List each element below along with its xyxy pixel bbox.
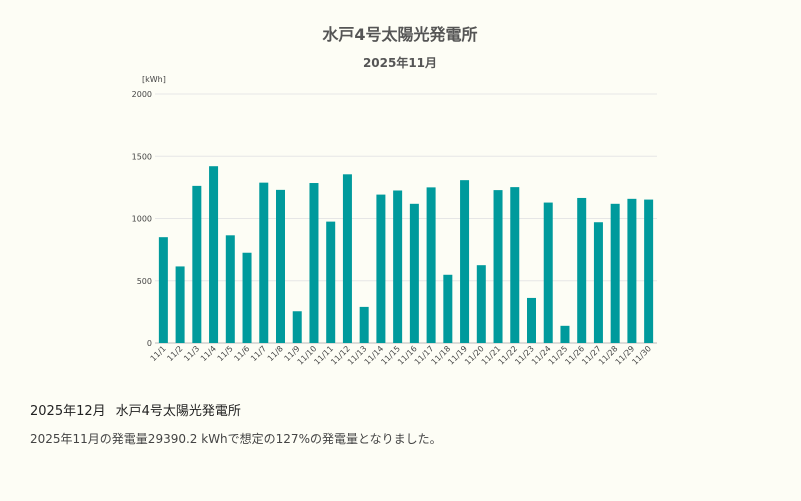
bar-11-18[interactable] [443, 274, 453, 343]
bar-11-3[interactable] [192, 185, 202, 343]
bar-11-20[interactable] [476, 265, 486, 343]
bar-chart: 水戸4号太陽光発電所 2025年11月 [kWh] 0 500 1000 1500 20… [132, 25, 657, 367]
bar-11-7[interactable] [259, 182, 269, 343]
bar-11-23[interactable] [527, 297, 536, 343]
bar-11-12[interactable] [342, 174, 352, 343]
bar-11-5[interactable] [225, 235, 235, 343]
bar-11-29[interactable] [627, 198, 637, 343]
y-tick-label: 0 [147, 339, 152, 348]
bar-11-24[interactable] [543, 202, 553, 343]
y-axis-unit: [kWh] [142, 75, 166, 84]
chart-title: 水戸4号太陽光発電所 [322, 25, 477, 44]
bar-11-2[interactable] [175, 266, 185, 343]
bar-11-10[interactable] [309, 183, 319, 343]
chart-area: 水戸4号太陽光発電所 2025年11月 [kWh] 0 500 1000 1500 20… [132, 25, 657, 367]
bar-11-25[interactable] [560, 325, 570, 343]
bar-11-27[interactable] [593, 222, 603, 343]
x-tick-label: 11/7 [249, 344, 268, 363]
bar-11-28[interactable] [610, 203, 620, 343]
report-plant-name: 水戸4号太陽光発電所 [115, 404, 241, 419]
bar-11-14[interactable] [376, 194, 386, 343]
bar-11-6[interactable] [242, 252, 252, 343]
report-summary: 2025年11月の発電量29390.2 kWhで想定の127%の発電量となりまし… [30, 432, 442, 446]
bar-11-15[interactable] [393, 190, 403, 343]
x-tick-label: 11/2 [165, 344, 184, 363]
bar-11-21[interactable] [493, 190, 503, 343]
report-month: 2025年12月 [30, 404, 106, 419]
x-tick-label: 11/5 [216, 344, 235, 363]
bar-11-26[interactable] [577, 197, 587, 343]
y-tick-label: 1500 [132, 152, 152, 161]
x-tick-label: 11/4 [199, 344, 218, 363]
x-tick-label: 11/8 [266, 344, 285, 363]
bar-11-30[interactable] [644, 199, 654, 343]
bar-11-11[interactable] [326, 221, 336, 343]
bar-11-9[interactable] [292, 311, 302, 343]
bar-11-1[interactable] [158, 237, 168, 343]
bar-11-22[interactable] [510, 187, 520, 343]
bar-11-13[interactable] [359, 306, 369, 343]
bar-11-8[interactable] [276, 189, 285, 343]
y-tick-label: 500 [137, 277, 152, 286]
bar-11-16[interactable] [409, 203, 419, 343]
chart-subtitle: 2025年11月 [363, 55, 437, 70]
bar-11-19[interactable] [460, 180, 470, 343]
y-tick-label: 2000 [132, 90, 152, 99]
x-tick-label: 11/3 [182, 344, 201, 363]
x-tick-label: 11/30 [630, 344, 653, 367]
bar-11-17[interactable] [426, 187, 436, 343]
x-tick-label: 11/6 [232, 344, 251, 363]
report-heading: 2025年12月 水戸4号太陽光発電所 [30, 400, 241, 419]
y-tick-label: 1000 [132, 215, 152, 224]
bar-11-4[interactable] [209, 166, 219, 343]
